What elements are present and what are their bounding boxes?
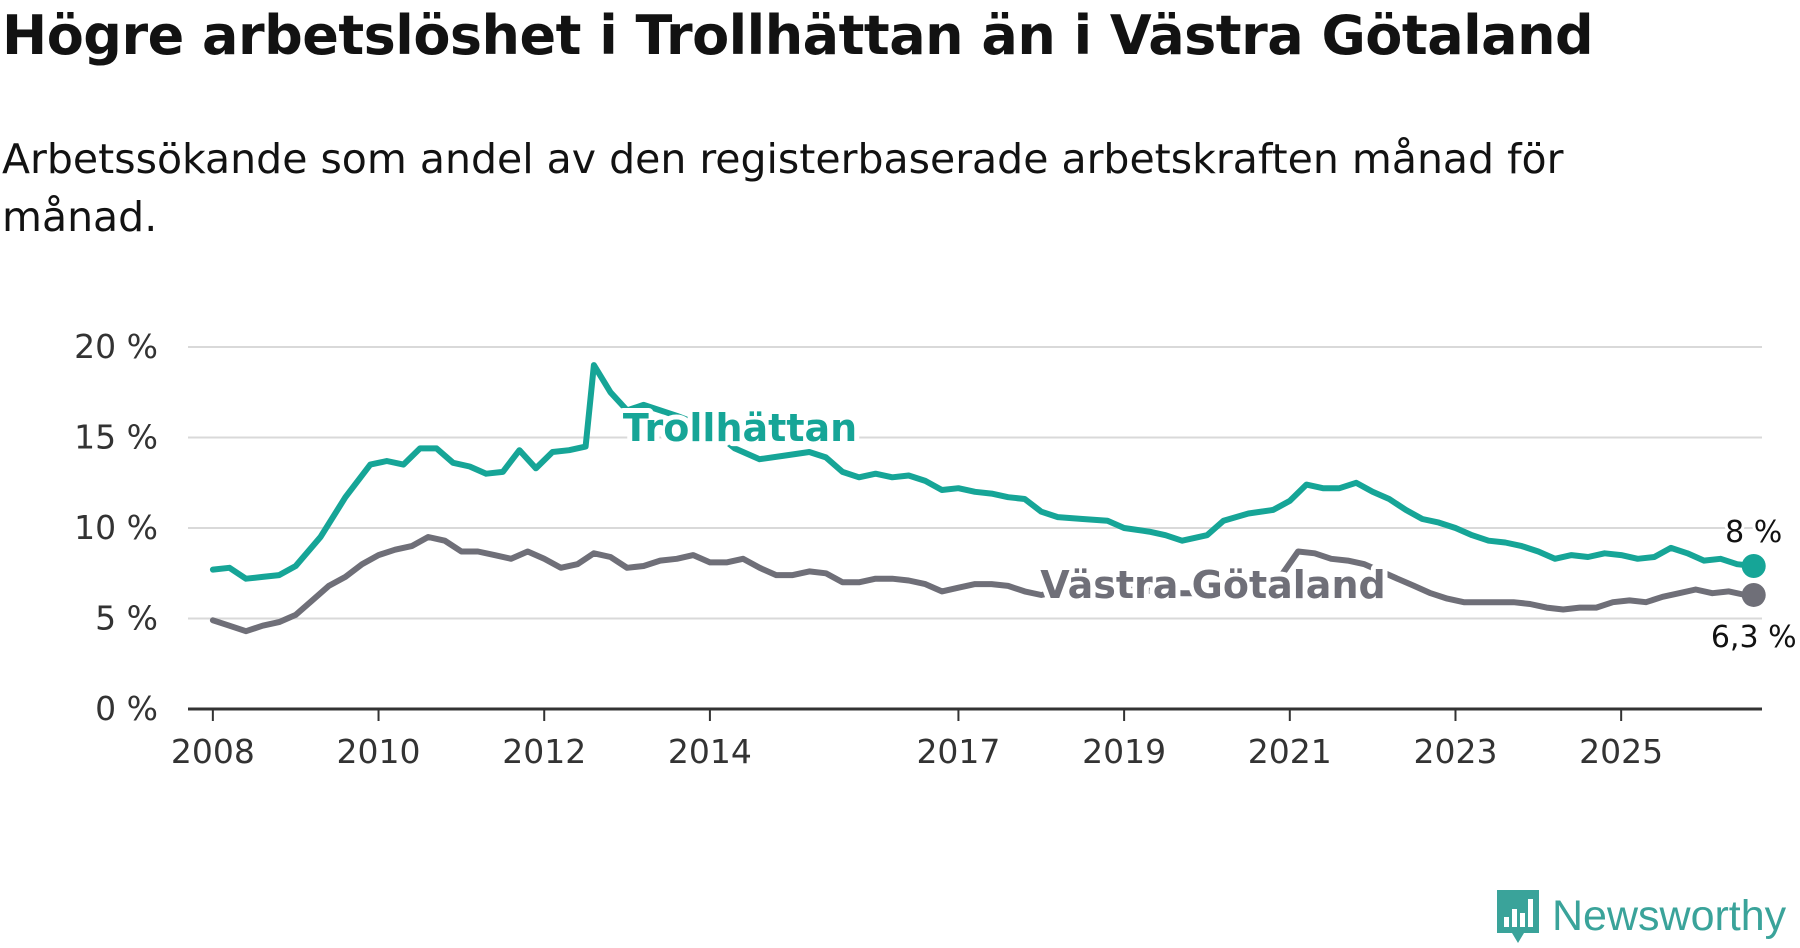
grid-lines xyxy=(188,346,1762,711)
x-tick-label: 2023 xyxy=(1413,732,1497,771)
x-axis-ticks: 2008 2010 2012 2014 2017 2019 2021 2023 2025 xyxy=(171,709,1663,771)
x-tick-label: 2021 xyxy=(1248,732,1332,771)
series-labels: Trollhättan 8 % Västra Götaland 6,3 % xyxy=(618,401,1800,658)
y-axis-ticks: 0 % 5 % 10 % 15 % 20 % xyxy=(74,327,158,728)
series-end-point-trollhattan xyxy=(1741,554,1766,579)
series-line-vastra-gotaland xyxy=(209,534,1757,635)
x-tick-label: 2010 xyxy=(337,732,421,771)
y-tick-label: 0 % xyxy=(95,689,158,728)
bar-chart-icon xyxy=(1497,890,1539,943)
series-lines xyxy=(209,362,1766,635)
y-tick-label: 20 % xyxy=(74,327,158,366)
series-label-vastra-gotaland: Västra Götaland xyxy=(1040,563,1385,607)
y-tick-label: 15 % xyxy=(74,418,158,457)
brand-name: Newsworthy xyxy=(1552,891,1787,940)
x-tick-label: 2019 xyxy=(1082,732,1166,771)
end-value-label-trollhattan: 8 % xyxy=(1725,515,1782,550)
chart-title: Högre arbetslöshet i Trollhättan än i Vä… xyxy=(2,4,1594,67)
x-tick-label: 2012 xyxy=(502,732,586,771)
x-tick-label: 2025 xyxy=(1579,732,1663,771)
x-tick-label: 2017 xyxy=(916,732,1000,771)
series-label-trollhattan: Trollhättan xyxy=(623,406,857,450)
x-tick-label: 2008 xyxy=(171,732,255,771)
end-value-label-vastra-gotaland: 6,3 % xyxy=(1711,620,1797,655)
newsworthy-logo: Newsworthy xyxy=(1494,886,1786,946)
y-tick-label: 10 % xyxy=(74,508,158,547)
y-tick-label: 5 % xyxy=(95,599,158,638)
series-end-point-vastra-gotaland xyxy=(1741,582,1766,607)
series-line-trollhattan xyxy=(209,362,1757,582)
chart-subtitle: Arbetssökande som andel av den registerb… xyxy=(2,135,1564,241)
x-tick-label: 2014 xyxy=(668,732,752,771)
